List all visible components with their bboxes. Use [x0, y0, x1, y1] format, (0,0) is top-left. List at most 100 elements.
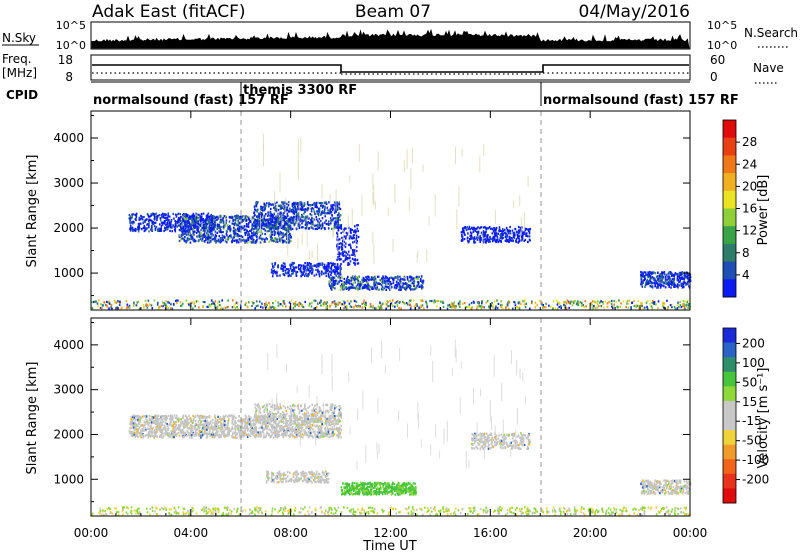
- power-cell: [514, 227, 516, 231]
- power-cell: [273, 224, 276, 227]
- power-cell: [409, 287, 411, 290]
- power-cell: [348, 243, 350, 246]
- faint-streak: [387, 207, 389, 216]
- power-cell: [261, 302, 263, 305]
- power-cell: [465, 305, 468, 309]
- power-cell: [237, 219, 239, 222]
- power-cell: [203, 232, 206, 236]
- power-cell: [647, 280, 650, 283]
- power-cell: [315, 268, 317, 271]
- power-cell: [138, 224, 141, 227]
- power-cell: [328, 223, 331, 226]
- power-cell: [658, 276, 661, 279]
- power-cell: [244, 241, 246, 244]
- power-cell: [260, 208, 263, 211]
- power-cell: [653, 271, 655, 274]
- power-cell: [131, 227, 134, 230]
- sky-left-tick-bottom: 10^0: [56, 39, 86, 52]
- power-cell: [467, 227, 470, 231]
- power-cell: [258, 221, 260, 224]
- power-cell: [462, 228, 464, 231]
- power-cell: [398, 283, 401, 286]
- power-cell: [644, 277, 646, 280]
- power-cell: [389, 284, 391, 287]
- power-cell: [366, 281, 368, 284]
- power-cell: [295, 210, 297, 214]
- power-cell: [151, 228, 154, 231]
- power-cell: [251, 304, 253, 308]
- power-cell: [380, 279, 383, 282]
- power-cell: [476, 233, 479, 236]
- power-cell: [291, 204, 294, 207]
- faint-streak: [406, 148, 408, 170]
- velocity-cell: [213, 428, 215, 431]
- power-cell: [409, 303, 411, 306]
- power-cell: [322, 304, 325, 307]
- power-cell: [179, 238, 182, 242]
- power-cell: [309, 222, 312, 225]
- freq-right-tick-bottom: 0: [710, 70, 718, 84]
- power-cell: [295, 215, 298, 218]
- power-cell: [295, 227, 298, 230]
- power-cell: [265, 305, 268, 309]
- power-cell: [247, 225, 250, 228]
- power-cell: [219, 239, 222, 242]
- power-cell: [238, 229, 240, 232]
- power-cell: [243, 225, 246, 228]
- power-cell: [288, 221, 290, 224]
- velocity-cell: [276, 417, 278, 421]
- power-cell: [681, 271, 684, 274]
- power-cell: [331, 208, 334, 212]
- power-cell: [501, 237, 503, 240]
- power-cell: [529, 227, 531, 231]
- velocity-cell: [134, 428, 136, 431]
- power-cell: [390, 302, 393, 305]
- power-cell: [213, 225, 215, 228]
- power-cell: [344, 301, 346, 304]
- power-cell: [277, 227, 280, 230]
- power-cell: [685, 303, 687, 306]
- velocity-cell: [174, 426, 177, 429]
- power-cell: [649, 279, 651, 282]
- power-cell: [258, 216, 261, 220]
- power-cell: [105, 304, 107, 307]
- power-cell: [277, 230, 279, 233]
- power-cell: [480, 305, 482, 308]
- power-cell: [351, 253, 353, 256]
- power-cell: [221, 299, 223, 302]
- power-cell: [317, 224, 319, 227]
- faint-streak: [279, 171, 281, 193]
- power-cell: [170, 303, 172, 306]
- power-cell: [342, 254, 344, 257]
- power-cell: [211, 216, 214, 220]
- power-cell: [212, 229, 214, 232]
- power-cell: [528, 228, 531, 231]
- power-cell: [304, 217, 307, 220]
- power-cell: [271, 236, 273, 240]
- power-cell: [340, 246, 343, 249]
- power-cell: [270, 231, 273, 234]
- power-cell: [671, 306, 673, 309]
- power-cell: [184, 240, 186, 243]
- power-cell: [654, 278, 656, 281]
- power-cell: [138, 216, 141, 219]
- power-cell: [469, 231, 472, 234]
- power-cell: [334, 220, 336, 223]
- power-cell: [318, 207, 321, 210]
- power-cell: [96, 302, 99, 305]
- power-cell: [346, 277, 348, 280]
- power-cell: [283, 204, 285, 207]
- power-cell: [283, 201, 286, 204]
- power-cell: [594, 306, 596, 310]
- power-cell: [193, 219, 196, 222]
- power-cell: [564, 304, 567, 307]
- power-cell: [271, 233, 274, 236]
- power-cell: [484, 240, 487, 243]
- power-cell: [175, 225, 178, 228]
- power-cell: [345, 231, 348, 234]
- power-cell: [368, 279, 370, 282]
- power-cell: [457, 302, 460, 305]
- power-cell: [357, 262, 360, 265]
- power-cell: [254, 307, 256, 310]
- power-cell: [681, 276, 683, 279]
